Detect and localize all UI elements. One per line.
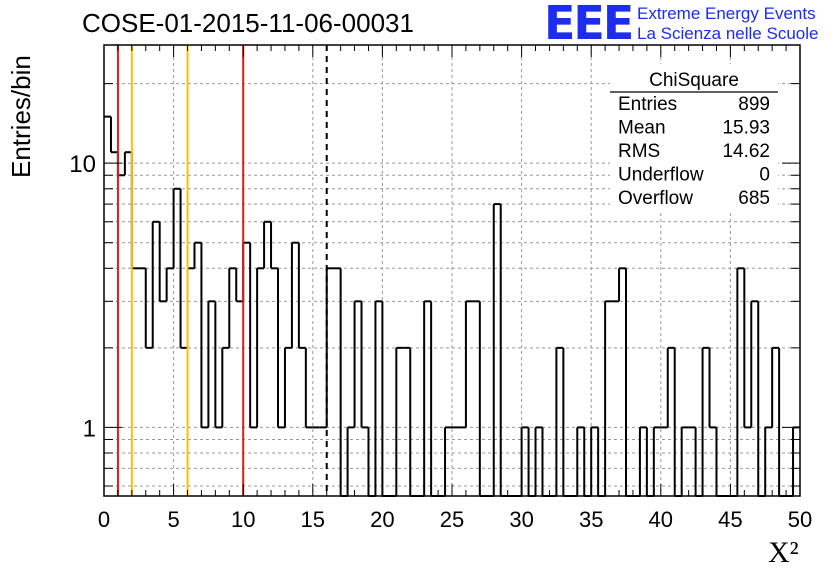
axis-ticks xyxy=(103,45,801,496)
logo-line-1: Extreme Energy Events xyxy=(637,4,816,23)
stats-title: ChiSquare xyxy=(649,70,739,91)
stats-value: 685 xyxy=(738,188,770,209)
reference-lines xyxy=(116,45,328,496)
y-axis-label: Entries/bin xyxy=(6,55,36,178)
stats-box-background xyxy=(610,64,778,212)
stats-box: ChiSquare Entries 899 Mean 15.93 RMS 14.62 Unde… xyxy=(610,64,778,212)
stats-value: 15.93 xyxy=(722,118,770,139)
logo-line-2: La Scienza nelle Scuole xyxy=(637,24,819,43)
tick-labels: 0 5 10 15 20 25 30 35 40 45 50 1 10 xyxy=(69,151,812,532)
chart-title: COSE-01-2015-11-06-00031 xyxy=(82,8,414,38)
y-tick-label: 1 xyxy=(83,415,96,442)
stats-value: 14.62 xyxy=(722,141,770,162)
stats-value: 0 xyxy=(759,165,770,186)
x-tick-label: 25 xyxy=(440,507,464,532)
stats-label: Entries xyxy=(618,94,677,115)
stats-label: Underflow xyxy=(618,165,704,186)
x-tick-label: 20 xyxy=(370,507,394,532)
x-tick-label: 15 xyxy=(301,507,325,532)
x-tick-label: 45 xyxy=(718,507,742,532)
histogram-series xyxy=(104,115,800,497)
stats-label: Overflow xyxy=(618,188,693,209)
x-tick-label: 35 xyxy=(579,507,603,532)
x-tick-label: 40 xyxy=(649,507,673,532)
stats-value: 899 xyxy=(738,94,770,115)
x-tick-label: 10 xyxy=(231,507,255,532)
y-tick-label: 10 xyxy=(69,151,96,178)
stats-label: RMS xyxy=(618,141,660,162)
x-axis-label: X² xyxy=(768,536,799,569)
x-tick-label: 0 xyxy=(98,507,110,532)
x-tick-label: 5 xyxy=(167,507,179,532)
eee-logo: EEE xyxy=(544,0,634,50)
x-tick-label: 30 xyxy=(509,507,533,532)
stats-label: Mean xyxy=(618,118,666,139)
x-tick-label: 50 xyxy=(788,507,812,532)
